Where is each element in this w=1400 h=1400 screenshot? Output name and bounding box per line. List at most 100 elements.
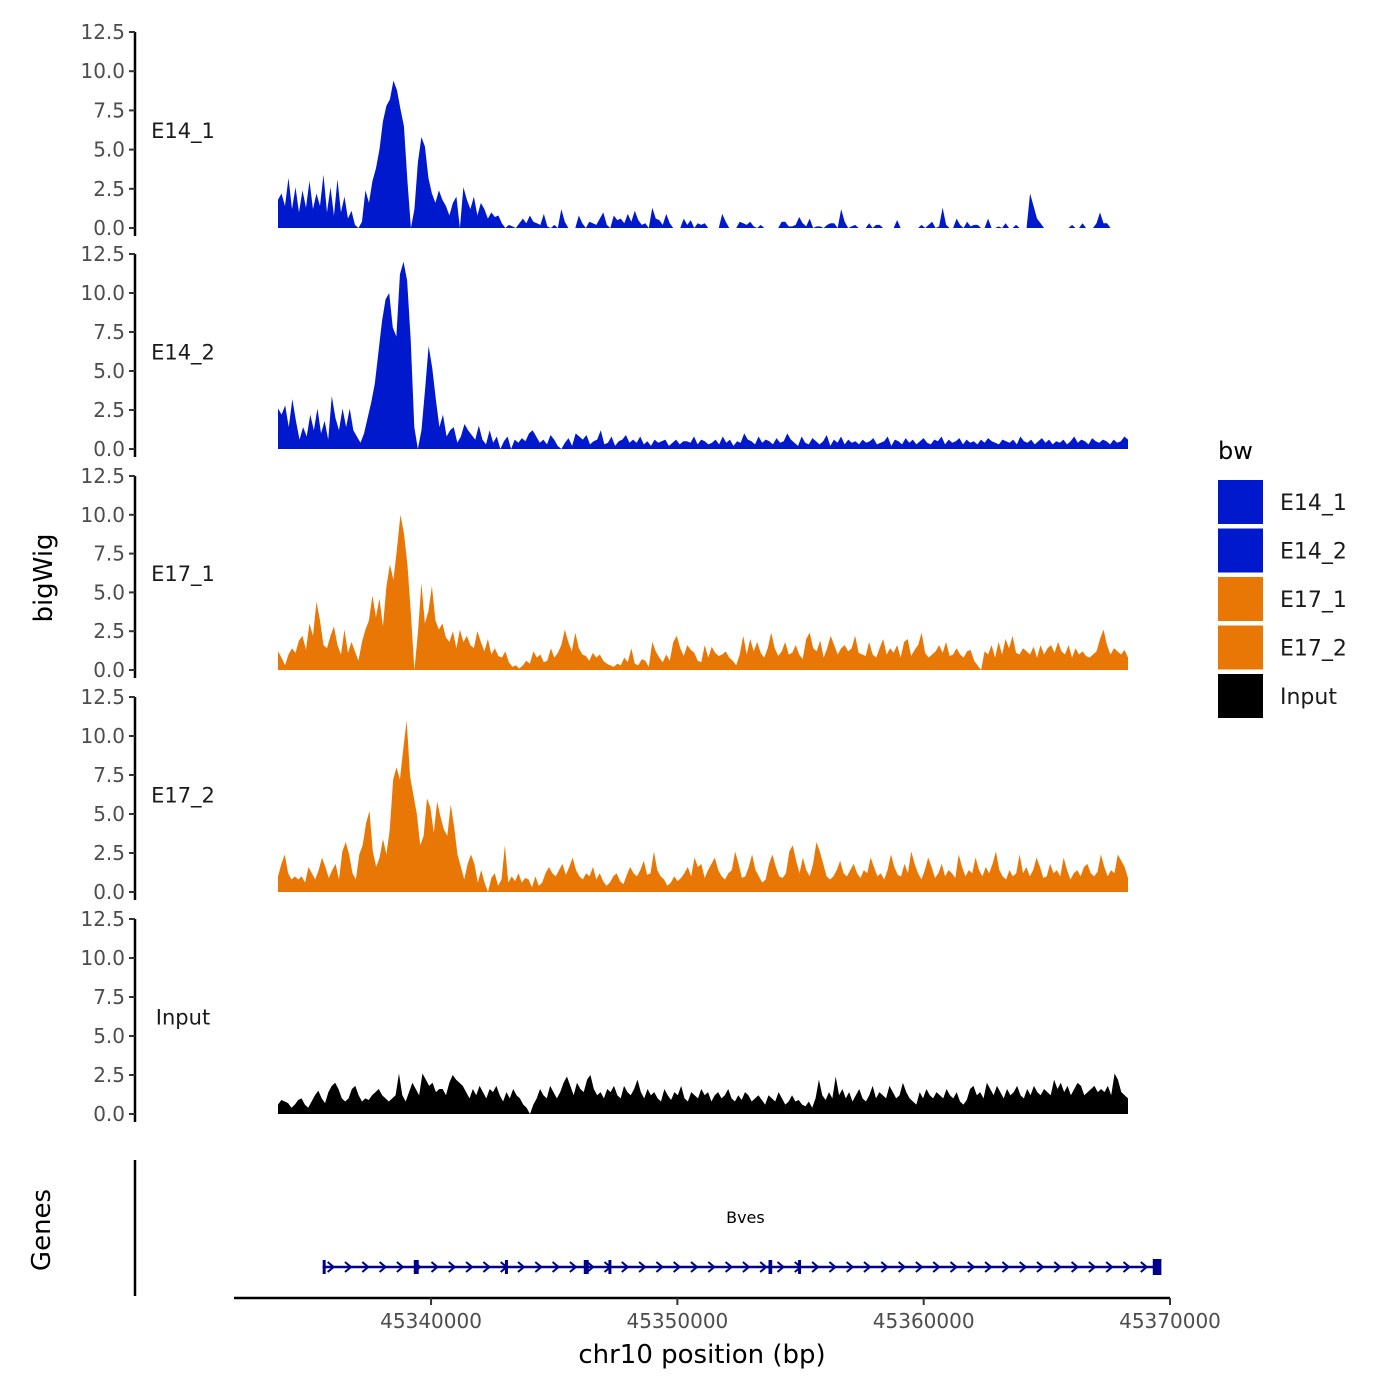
y-tick-label: 2.5 — [93, 398, 125, 422]
gene-exon — [583, 1260, 589, 1274]
y-tick-label: 10.0 — [80, 946, 125, 970]
y-tick-label: 7.5 — [93, 985, 125, 1009]
strand-arrow — [1001, 1261, 1010, 1273]
y-tick-label: 10.0 — [80, 281, 125, 305]
x-tick-label: 45360000 — [873, 1309, 975, 1333]
y-tick-label: 7.5 — [93, 320, 125, 344]
y-axis-title: bigWig — [29, 533, 59, 622]
strand-arrow — [1122, 1261, 1132, 1273]
gene-exon — [504, 1260, 508, 1274]
x-tick-label: 45370000 — [1119, 1309, 1221, 1333]
strand-arrow — [846, 1261, 855, 1273]
strand-arrow — [828, 1261, 837, 1273]
legend-swatch — [1218, 674, 1263, 718]
gene-label: Bves — [726, 1208, 765, 1227]
legend-label: E17_2 — [1280, 637, 1347, 662]
track-e17-1: 0.0 2.5 5.0 7.5 10.0 12.5 E17_1 — [80, 464, 1128, 682]
y-tick-label: 7.5 — [93, 542, 125, 566]
x-tick-label: 45340000 — [380, 1309, 482, 1333]
strand-arrow — [586, 1261, 595, 1273]
y-tick-label: 12.5 — [80, 20, 125, 44]
strand-arrow — [673, 1261, 682, 1273]
gene-exon — [1152, 1259, 1162, 1275]
strand-arrow — [984, 1261, 993, 1273]
y-tick-label: 12.5 — [80, 464, 125, 488]
y-tick-label: 10.0 — [80, 59, 125, 83]
legend-swatch — [1218, 480, 1263, 524]
gene-exon — [413, 1260, 419, 1274]
y-tick-label: 12.5 — [80, 907, 125, 931]
y-tick-label: 2.5 — [93, 1063, 125, 1087]
y-tick-label: 10.0 — [80, 724, 125, 748]
track-label: E14_2 — [151, 341, 215, 366]
strand-arrow — [430, 1261, 440, 1273]
legend-label: E14_1 — [1280, 491, 1347, 516]
strand-arrow — [1053, 1261, 1062, 1273]
y-tick-label: 0.0 — [93, 658, 125, 682]
strand-arrow — [724, 1261, 734, 1273]
strand-arrow — [863, 1261, 872, 1273]
y-tick-label: 5.0 — [93, 359, 125, 383]
y-tick-label: 7.5 — [93, 98, 125, 122]
strand-arrow — [1036, 1261, 1045, 1273]
strand-arrow — [361, 1261, 370, 1273]
strand-arrow — [811, 1261, 820, 1273]
gene-bves: Bves — [322, 1208, 1162, 1275]
strand-arrow — [949, 1261, 959, 1273]
y-tick-label: 0.0 — [93, 216, 125, 240]
y-tick-label: 12.5 — [80, 685, 125, 709]
strand-arrow — [638, 1261, 647, 1273]
strand-arrow — [448, 1261, 457, 1273]
strand-arrow — [1105, 1261, 1114, 1273]
strand-arrow — [880, 1261, 889, 1273]
signal-area — [278, 80, 1128, 228]
legend-swatch — [1218, 528, 1263, 573]
genes-axis-title: Genes — [27, 1189, 57, 1271]
strand-arrow — [742, 1261, 751, 1273]
y-tick-label: 5.0 — [93, 138, 125, 162]
signal-area — [278, 1073, 1128, 1114]
y-tick-label: 5.0 — [93, 802, 125, 826]
strand-arrow — [344, 1261, 353, 1273]
y-tick-label: 0.0 — [93, 880, 125, 904]
strand-arrow — [534, 1261, 543, 1273]
y-tick-label: 0.0 — [93, 437, 125, 461]
x-axis-title: chr10 position (bp) — [578, 1340, 825, 1370]
y-tick-label: 10.0 — [80, 503, 125, 527]
track-e14-1: 0.0 2.5 5.0 7.5 10.0 12.5 E14_1 — [80, 20, 1128, 240]
strand-arrow — [967, 1261, 976, 1273]
track-label: E17_2 — [151, 784, 215, 809]
legend-swatch — [1218, 577, 1263, 621]
track-label: E17_1 — [151, 562, 215, 587]
y-tick-label: 7.5 — [93, 763, 125, 787]
track-label: Input — [156, 1006, 210, 1030]
strand-arrow — [1019, 1261, 1028, 1273]
y-tick-label: 0.0 — [93, 1102, 125, 1126]
legend-swatch — [1218, 625, 1263, 670]
strand-arrow — [707, 1261, 716, 1273]
gene-exon — [768, 1260, 773, 1274]
track-e17-2: 0.0 2.5 5.0 7.5 10.0 12.5 E17_2 — [80, 685, 1128, 904]
y-tick-label: 5.0 — [93, 580, 125, 604]
strand-arrow — [378, 1261, 388, 1273]
y-tick-label: 2.5 — [93, 177, 125, 201]
strand-arrow — [655, 1261, 664, 1273]
strand-arrow — [327, 1261, 336, 1273]
strand-arrow — [1070, 1261, 1080, 1273]
strand-arrow — [1088, 1261, 1097, 1273]
strand-arrow — [897, 1261, 907, 1273]
track-e14-2: 0.0 2.5 5.0 7.5 10.0 12.5 E14_2 — [80, 242, 1128, 461]
signal-area — [278, 720, 1128, 892]
strand-arrow — [465, 1261, 474, 1273]
strand-arrow — [759, 1261, 768, 1273]
track-input: 0.0 2.5 5.0 7.5 10.0 12.5 Input — [80, 907, 1128, 1126]
strand-arrow — [932, 1261, 941, 1273]
strand-arrow — [1140, 1261, 1149, 1273]
x-tick-label: 45350000 — [626, 1309, 728, 1333]
gene-exon — [322, 1260, 326, 1274]
strand-arrow — [569, 1261, 578, 1273]
strand-arrow — [690, 1261, 699, 1273]
gene-exon — [798, 1260, 802, 1274]
legend-label: E17_1 — [1280, 588, 1347, 613]
y-tick-label: 12.5 — [80, 242, 125, 266]
